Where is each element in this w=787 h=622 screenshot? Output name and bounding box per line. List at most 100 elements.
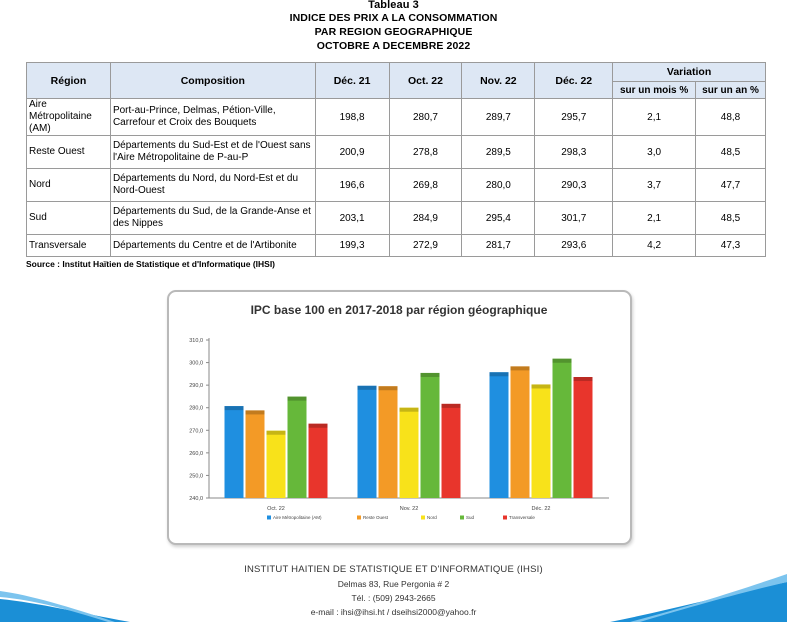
y-tick-label: 300,0 <box>189 361 203 367</box>
bar-top <box>573 377 593 382</box>
cell-region: Sud <box>26 201 111 235</box>
y-tick-label: 310,0 <box>189 338 203 344</box>
bar-top <box>245 410 265 415</box>
bar-top <box>357 385 377 390</box>
source-note: Source : Institut Haïtien de Statistique… <box>26 259 276 269</box>
cell-variation-year: 48,5 <box>695 135 766 169</box>
cell-oct22: 272,9 <box>388 234 463 257</box>
header-region: Région <box>26 62 111 99</box>
cell-oct22: 278,8 <box>388 135 463 169</box>
legend-label: Transversale <box>509 515 535 520</box>
bar-top <box>552 358 572 363</box>
bar-top <box>441 403 461 408</box>
legend-label: Nord <box>427 515 437 520</box>
chart-frame: IPC base 100 en 2017-2018 par région géo… <box>167 290 632 545</box>
footer: INSTITUT HAITIEN DE STATISTIQUE ET D'INF… <box>0 562 787 619</box>
cell-dec21: 196,6 <box>314 168 390 202</box>
bar-top <box>510 366 530 371</box>
header-nov22: Nov. 22 <box>461 62 536 99</box>
decorative-wave-left <box>0 591 130 622</box>
table-row: Nord Départements du Nord, du Nord-Est e… <box>26 168 766 202</box>
cell-oct22: 280,7 <box>388 98 463 136</box>
y-tick-label: 260,0 <box>189 451 203 457</box>
y-tick-label: 270,0 <box>189 428 203 434</box>
bar-top <box>266 430 286 435</box>
bar <box>224 406 244 498</box>
cell-region: Nord <box>26 168 111 202</box>
cell-dec21: 198,8 <box>314 98 390 136</box>
bar <box>573 377 593 498</box>
title-line-2: PAR REGION GEOGRAPHIQUE <box>314 26 473 38</box>
legend-label: Sud <box>466 515 475 520</box>
bar-top <box>531 384 551 389</box>
table-row: Sud Départements du Sud, de la Grande-An… <box>26 201 766 235</box>
bar-chart: IPC base 100 en 2017-2018 par région géo… <box>189 303 609 520</box>
x-tick-label: Nov. 22 <box>400 506 419 512</box>
cell-dec22: 298,3 <box>534 135 614 169</box>
decorative-wave-right <box>610 574 787 622</box>
cell-dec21: 199,3 <box>314 234 390 257</box>
cell-variation-month: 2,1 <box>612 98 697 136</box>
cell-region: Reste Ouest <box>26 135 111 169</box>
bar <box>552 358 572 498</box>
bar <box>510 366 530 498</box>
bar-top <box>420 372 440 377</box>
footer-org: INSTITUT HAITIEN DE STATISTIQUE ET D'INF… <box>244 564 543 575</box>
cell-oct22: 269,8 <box>388 168 463 202</box>
cell-variation-year: 48,5 <box>695 201 766 235</box>
bar <box>266 430 286 498</box>
cell-dec22: 295,7 <box>534 98 614 136</box>
cell-region: Transversale <box>26 234 111 257</box>
cell-oct22: 284,9 <box>388 201 463 235</box>
bar <box>308 423 328 498</box>
title-line-3: OCTOBRE A DECEMBRE 2022 <box>316 40 471 52</box>
bar-top <box>308 423 328 428</box>
footer-phone: Tél. : (509) 2943-2665 <box>351 593 436 603</box>
legend-label: Reste Ouest <box>363 515 389 520</box>
bar-top <box>489 372 509 377</box>
cell-dec22: 290,3 <box>534 168 614 202</box>
table-title: Tableau 3 INDICE DES PRIX A LA CONSOMMAT… <box>0 0 787 53</box>
legend-label: Aire Métropolitaine (AM) <box>273 515 322 520</box>
cell-dec21: 200,9 <box>314 135 390 169</box>
bar <box>245 410 265 498</box>
cell-nov22: 289,7 <box>461 98 536 136</box>
cell-variation-year: 48,8 <box>695 98 766 136</box>
cell-nov22: 289,5 <box>461 135 536 169</box>
y-tick-label: 290,0 <box>189 383 203 389</box>
footer-email: e-mail : ihsi@ihsi.ht / dseihsi2000@yaho… <box>310 607 477 617</box>
cell-nov22: 280,0 <box>461 168 536 202</box>
bar-top <box>224 406 244 411</box>
legend-swatch <box>267 515 271 520</box>
bar <box>378 386 398 498</box>
cell-region: Aire Métropolitaine (AM) <box>26 98 111 136</box>
legend-swatch <box>421 515 425 520</box>
legend-swatch <box>357 515 361 520</box>
header-oct22: Oct. 22 <box>388 62 463 99</box>
cell-dec21: 203,1 <box>314 201 390 235</box>
bar <box>420 372 440 498</box>
bar <box>357 385 377 498</box>
title-line-0: Tableau 3 <box>368 0 419 11</box>
y-tick-label: 240,0 <box>189 496 203 502</box>
legend-swatch <box>460 515 464 520</box>
cell-composition: Départements du Centre et de l'Artibonit… <box>109 234 316 257</box>
footer-address: Delmas 83, Rue Pergonia # 2 <box>337 579 450 589</box>
bar-top <box>399 407 419 412</box>
bar-top <box>378 386 398 391</box>
chart-title: IPC base 100 en 2017-2018 par région géo… <box>251 303 548 317</box>
bar <box>531 384 551 498</box>
cell-dec22: 301,7 <box>534 201 614 235</box>
cell-variation-year: 47,7 <box>695 168 766 202</box>
bar-top <box>287 396 307 401</box>
header-dec22: Déc. 22 <box>534 62 614 99</box>
cell-variation-month: 4,2 <box>612 234 697 257</box>
header-variation-year: sur un an % <box>695 81 766 99</box>
price-index-table: Région Composition Déc. 21 Oct. 22 Nov. … <box>26 62 766 257</box>
bar <box>399 407 419 498</box>
cell-nov22: 295,4 <box>461 201 536 235</box>
cell-variation-month: 3,7 <box>612 168 697 202</box>
cell-composition: Départements du Sud, de la Grande-Anse e… <box>109 201 316 235</box>
header-dec21: Déc. 21 <box>314 62 390 99</box>
table-row: Aire Métropolitaine (AM) Port-au-Prince,… <box>26 98 766 136</box>
